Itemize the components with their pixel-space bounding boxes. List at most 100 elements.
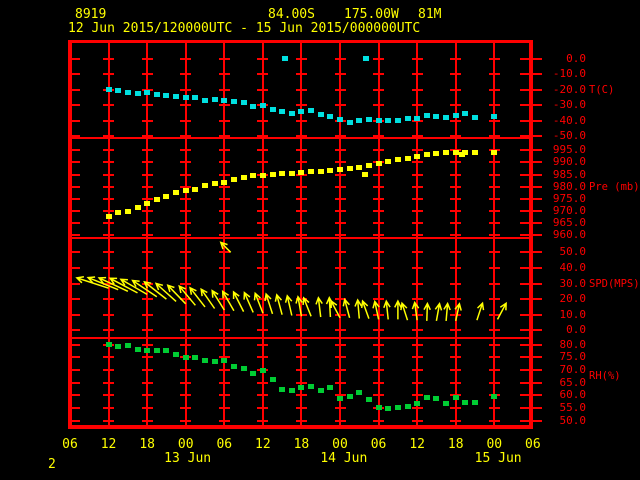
data-point-temperature <box>240 100 247 106</box>
chart-border-right <box>529 40 533 429</box>
gridline-tick <box>373 343 385 346</box>
x-day-label: 14 Jun <box>320 451 368 466</box>
gridline-tick <box>103 329 115 332</box>
latitude-label: 84.00S <box>268 7 315 22</box>
gridline-tick <box>180 234 192 236</box>
data-point-temperature <box>462 111 469 117</box>
gridline-tick <box>295 356 307 359</box>
gridline-tick <box>334 221 346 224</box>
data-point-pressure <box>163 193 170 199</box>
gridline-tick <box>103 119 115 122</box>
time-period-label: 12 Jun 2015/120000UTC - 15 Jun 2015/0000… <box>68 21 421 36</box>
data-point-relative-humidity <box>182 355 189 361</box>
gridline-tick <box>334 185 346 188</box>
gridline-tick <box>488 88 500 91</box>
gridline-tick <box>141 381 153 384</box>
gridline-tick <box>334 313 346 316</box>
gridline-tick <box>450 161 462 164</box>
wind-arrow <box>86 276 119 291</box>
data-point-temperature <box>211 96 218 102</box>
gridline-tick <box>180 313 192 316</box>
gridline-tick <box>411 282 423 285</box>
wind-arrow <box>400 301 409 321</box>
gridline-tick <box>257 419 269 422</box>
gridline-tick <box>218 394 230 397</box>
gridline-tick <box>411 173 423 176</box>
gridline-tick <box>218 419 230 422</box>
data-point-temperature <box>192 94 199 100</box>
x-hour-label: 12 <box>409 437 425 452</box>
wind-arrow <box>221 289 235 312</box>
y-tick-label: 960.0 <box>552 228 586 241</box>
gridline-tick <box>103 221 115 224</box>
data-point-pressure <box>182 187 189 193</box>
gridline-tick <box>334 161 346 164</box>
data-point-pressure <box>259 172 266 178</box>
gridline-tick <box>295 88 307 91</box>
data-point-temperature <box>124 89 131 95</box>
gridline-tick <box>411 197 423 200</box>
data-point-pressure <box>105 213 112 219</box>
gridline-tick <box>334 298 346 301</box>
x-day-label: 15 Jun <box>474 451 522 466</box>
gridline-tick <box>257 197 269 200</box>
gridline-tick <box>334 149 346 152</box>
gridline-tick <box>450 343 462 346</box>
gridline-tick <box>373 356 385 359</box>
data-point-relative-humidity <box>230 363 237 369</box>
gridline-tick <box>295 149 307 152</box>
gridline-tick <box>373 381 385 384</box>
wind-arrow <box>476 301 485 321</box>
gridline-tick <box>334 173 346 176</box>
gridline-tick <box>257 185 269 188</box>
wind-arrow <box>274 293 283 315</box>
wind-arrow <box>302 296 312 317</box>
data-point-temperature <box>308 108 315 114</box>
y-tick-label: 10.0 <box>559 307 587 321</box>
data-point-pressure <box>362 172 369 178</box>
gridline-tick <box>450 419 462 422</box>
gridline-tick <box>411 234 423 236</box>
gridline-tick <box>488 329 500 332</box>
gridline-tick <box>488 209 500 212</box>
gridline-tick <box>295 119 307 122</box>
axis-tick-left <box>68 119 80 122</box>
axis-tick-left <box>68 161 80 164</box>
data-point-relative-humidity <box>124 343 131 349</box>
gridline-tick <box>295 104 307 106</box>
gridline-tick <box>180 251 192 254</box>
gridline-tick <box>257 73 269 75</box>
data-point-temperature <box>452 112 459 118</box>
data-point-temperature <box>182 95 189 101</box>
gridline-tick <box>373 185 385 188</box>
gridline-tick <box>103 298 115 301</box>
data-point-relative-humidity <box>433 396 440 402</box>
gridline-tick <box>450 369 462 372</box>
gridline-tick <box>257 234 269 236</box>
data-point-temperature <box>279 109 286 115</box>
x-hour-label: 00 <box>486 437 503 452</box>
data-point-temperature <box>105 87 112 93</box>
gridline-tick <box>373 149 385 152</box>
gridline-tick <box>373 104 385 106</box>
gridline-tick <box>450 381 462 384</box>
gridline-tick <box>218 88 230 91</box>
data-point-relative-humidity <box>365 397 372 403</box>
gridline-tick <box>411 266 423 269</box>
gridline-tick <box>218 298 230 301</box>
data-point-pressure <box>134 205 141 211</box>
data-point-temperature <box>288 111 295 117</box>
gridline-tick <box>295 343 307 346</box>
axis-tick-left <box>68 298 80 301</box>
chart-border-top <box>68 40 533 43</box>
gridline-tick <box>218 104 230 106</box>
data-point-temperature <box>153 91 160 97</box>
gridline-tick <box>334 209 346 212</box>
gridline-tick <box>180 57 192 60</box>
data-point-temperature <box>346 119 353 125</box>
gridline-tick <box>373 221 385 224</box>
gridline-tick <box>257 209 269 212</box>
gridline-tick <box>141 369 153 372</box>
gridline-tick <box>295 407 307 410</box>
